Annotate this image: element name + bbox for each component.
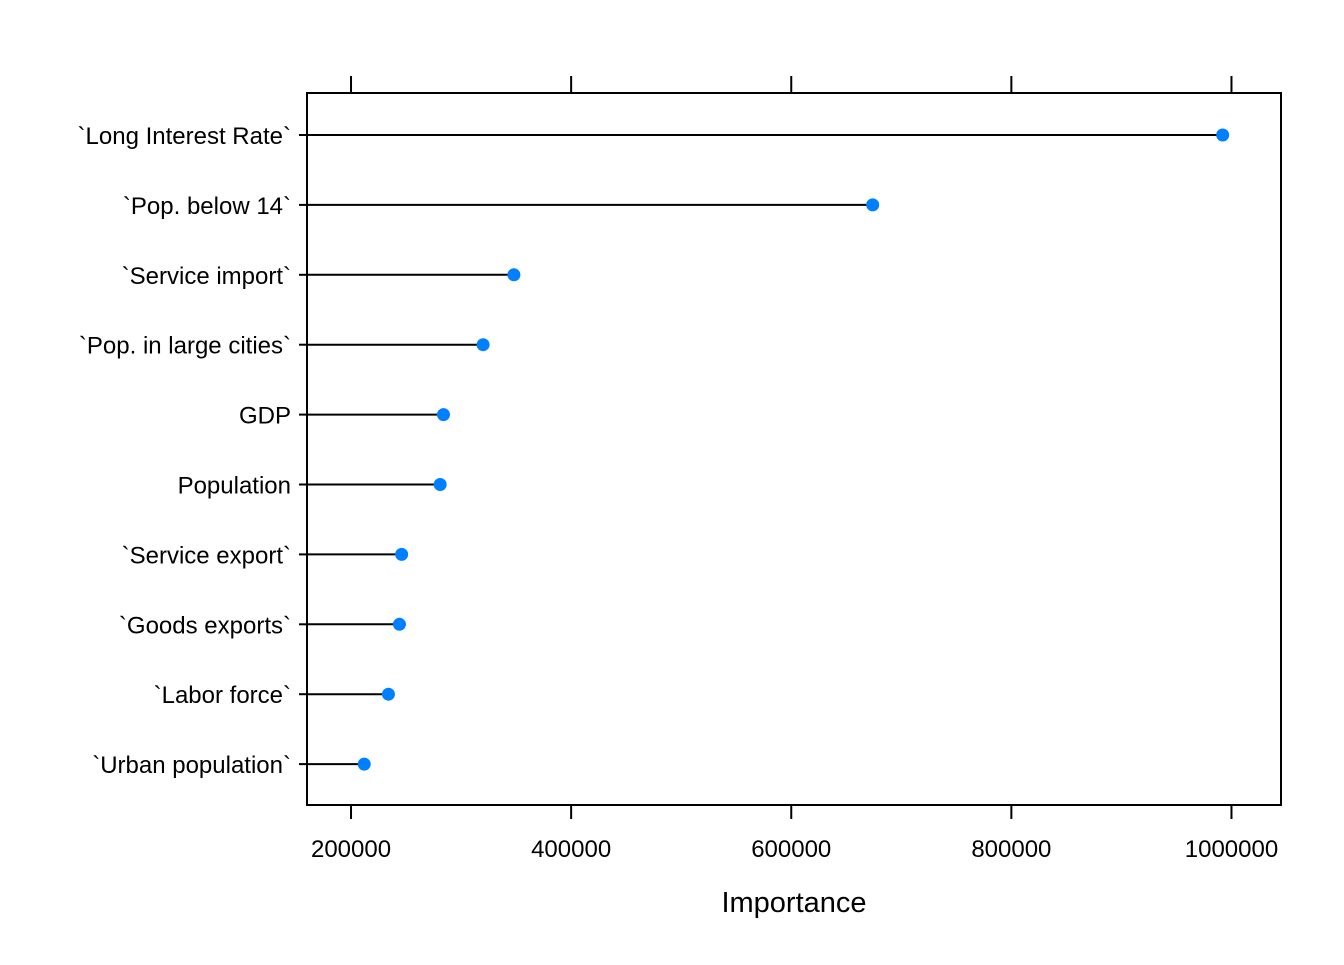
- category-labels: `Long Interest Rate` `Pop. below 14` `Serv…: [78, 123, 291, 779]
- category-label: `Service export`: [122, 542, 291, 569]
- category-label: `Pop. in large cities`: [79, 333, 291, 360]
- x-tick-label: 1000000: [1185, 836, 1278, 863]
- data-point: [866, 198, 880, 212]
- x-axis-label: Importance: [721, 887, 866, 919]
- data-points: [357, 128, 1230, 771]
- x-tick-label: 400000: [531, 836, 611, 863]
- category-label: `Labor force`: [154, 682, 291, 709]
- x-tick-labels: 200000 400000 600000 800000 1000000: [311, 836, 1278, 863]
- data-point: [357, 757, 371, 771]
- data-point: [1216, 128, 1230, 142]
- category-label: Population: [178, 473, 291, 500]
- category-label: `Long Interest Rate`: [78, 123, 291, 150]
- data-point: [392, 617, 406, 631]
- category-label: `Pop. below 14`: [123, 193, 291, 220]
- lollipop-segments: [307, 134, 1223, 766]
- data-point: [395, 547, 409, 561]
- data-point: [433, 478, 447, 491]
- axis-ticks: [299, 76, 1233, 819]
- x-tick-label: 800000: [971, 836, 1051, 863]
- data-point: [436, 408, 450, 422]
- x-tick-label: 200000: [311, 836, 391, 863]
- x-tick-label: 600000: [751, 836, 831, 863]
- category-label: `Urban population`: [92, 752, 291, 779]
- data-point: [381, 687, 395, 701]
- data-point: [507, 268, 521, 282]
- category-label: `Service import`: [122, 263, 291, 290]
- plot-frame: [306, 92, 1282, 806]
- data-point: [476, 338, 490, 352]
- category-label: GDP: [239, 403, 291, 430]
- category-label: `Goods exports`: [119, 612, 291, 639]
